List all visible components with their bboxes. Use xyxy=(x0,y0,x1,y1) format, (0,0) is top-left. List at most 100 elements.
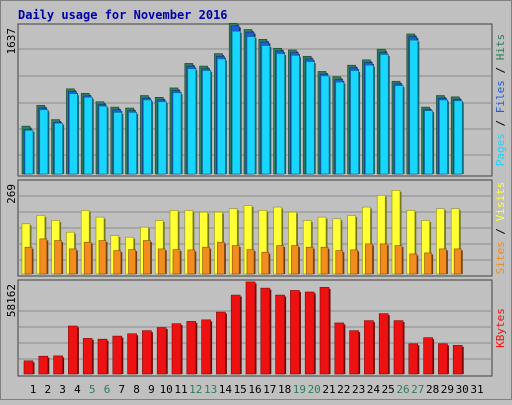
pages-bar xyxy=(261,45,271,175)
panel-legend: KBytes xyxy=(494,308,507,348)
day-label: 14 xyxy=(219,383,233,396)
legend-sites: Sites xyxy=(494,241,507,274)
kbytes-bar xyxy=(290,290,300,375)
pages-bar xyxy=(365,64,374,175)
sites-bar xyxy=(187,249,196,275)
day-label: 24 xyxy=(367,383,381,396)
day-label: 13 xyxy=(204,383,217,396)
kbytes-bar xyxy=(393,320,404,375)
sites-bar xyxy=(409,253,418,275)
sites-bar xyxy=(276,245,284,275)
sites-bar xyxy=(320,246,329,275)
day-label: 25 xyxy=(382,383,395,396)
day-label: 22 xyxy=(337,383,350,396)
sites-bar xyxy=(365,243,373,275)
day-label: 11 xyxy=(174,383,187,396)
legend-kbytes: KBytes xyxy=(494,308,507,348)
sites-bar xyxy=(453,248,462,275)
sites-bar xyxy=(335,250,344,275)
legend-pages: Pages xyxy=(494,133,507,166)
sites-bar xyxy=(157,248,166,275)
day-label: 9 xyxy=(148,383,155,396)
day-label: 26 xyxy=(396,383,409,396)
sites-bar xyxy=(202,246,210,275)
pages-bar xyxy=(143,99,152,175)
kbytes-bar xyxy=(38,355,49,375)
sites-bar xyxy=(379,243,388,275)
day-label: 5 xyxy=(89,383,96,396)
kbytes-bar xyxy=(216,311,226,375)
kbytes-bar xyxy=(364,320,374,375)
pages-bar xyxy=(291,55,300,175)
sites-bar xyxy=(217,241,225,275)
day-label: 17 xyxy=(263,383,276,396)
pages-bar xyxy=(305,61,315,175)
kbytes-bar xyxy=(201,319,211,375)
pages-bar xyxy=(54,122,63,175)
kbytes-bar xyxy=(423,337,433,375)
pages-bar xyxy=(202,70,211,175)
sites-bar xyxy=(305,246,314,275)
kbytes-bar xyxy=(112,335,123,375)
day-label: 21 xyxy=(322,383,335,396)
pages-bar xyxy=(83,96,93,175)
sites-bar xyxy=(424,252,432,275)
sites-bar xyxy=(350,249,358,275)
day-label: 8 xyxy=(133,383,140,396)
day-label: 18 xyxy=(278,383,291,396)
pages-bar xyxy=(231,30,241,175)
pages-bar xyxy=(335,81,345,175)
hits-files-pages-panel: 1637 Pages / Files / Hits xyxy=(5,22,507,177)
sites-bar xyxy=(291,245,299,275)
kbytes-bar xyxy=(245,281,256,375)
pages-bar xyxy=(409,39,419,175)
pages-bar xyxy=(320,75,330,175)
sites-bar xyxy=(98,240,107,275)
day-axis: 1 2 3 4 5 6 7 8 9 10 11 12 13 14 15 16 17 18 19 20 21 22 23 24 2… xyxy=(30,383,484,396)
kbytes-bar xyxy=(334,322,345,375)
day-label: 1 xyxy=(30,383,37,396)
panel-max-label: 269 xyxy=(5,184,18,204)
day-label: 30 xyxy=(456,383,469,396)
panel-bars xyxy=(21,22,464,175)
day-label: 12 xyxy=(189,383,202,396)
sites-bar xyxy=(128,249,136,275)
sites-bar xyxy=(261,251,270,275)
sites-bar xyxy=(394,245,403,275)
day-label: 31 xyxy=(470,383,483,396)
pages-bar xyxy=(24,129,34,175)
day-label: 10 xyxy=(160,383,173,396)
pages-bar xyxy=(69,93,78,175)
day-label: 29 xyxy=(441,383,454,396)
kbytes-bar xyxy=(438,343,448,375)
pages-bar xyxy=(350,70,359,175)
pages-bar xyxy=(39,109,49,175)
chart-title: Daily usage for November 2016 xyxy=(18,8,228,22)
panel-max-label: 58162 xyxy=(5,284,18,317)
day-label: 2 xyxy=(44,383,51,396)
panel-max-label: 1637 xyxy=(5,28,18,55)
kbytes-bar xyxy=(142,330,152,375)
day-label: 4 xyxy=(74,383,81,396)
legend-visits: Visits xyxy=(494,182,507,222)
kbytes-bar xyxy=(127,333,137,375)
kbytes-bar xyxy=(275,294,285,375)
legend-separator: / xyxy=(494,221,507,241)
kbytes-bar xyxy=(171,323,182,375)
day-label: 23 xyxy=(352,383,365,396)
pages-bar xyxy=(128,112,137,175)
kbytes-bar xyxy=(230,294,241,375)
sites-bar xyxy=(54,240,62,275)
legend-separator: / xyxy=(494,60,507,80)
legend-separator: / xyxy=(494,113,507,133)
kbytes-bar xyxy=(186,321,197,375)
day-label: 3 xyxy=(59,383,66,396)
day-label: 27 xyxy=(411,383,424,396)
sites-bar xyxy=(143,240,151,275)
sites-bar xyxy=(231,245,240,275)
kbytes-bar xyxy=(408,343,419,375)
kbytes-bar xyxy=(156,327,167,375)
legend-files: Files xyxy=(494,80,507,113)
